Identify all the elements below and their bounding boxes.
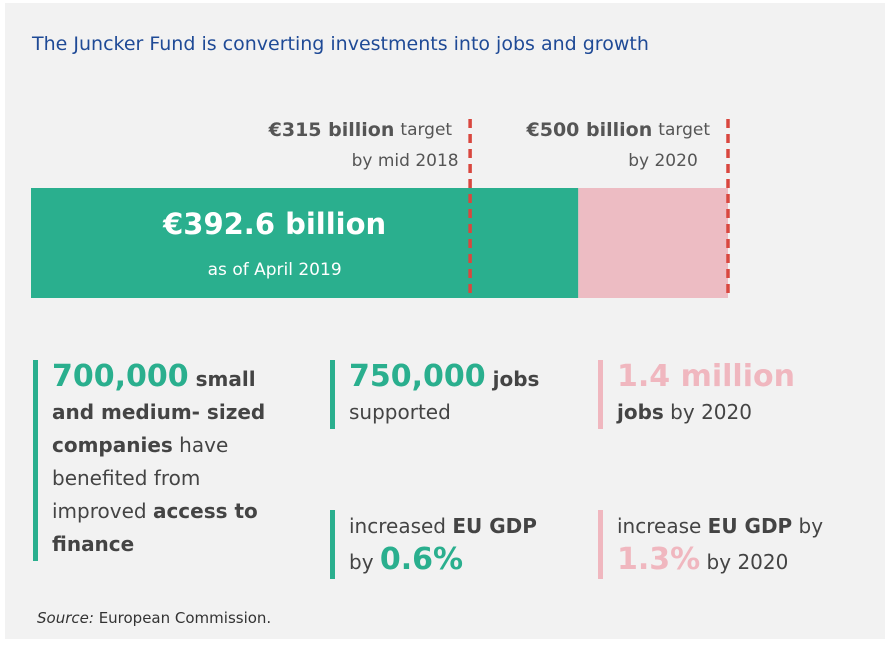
remaining-bar (578, 188, 728, 298)
stat-text: EU GDP (452, 514, 537, 538)
current-note: as of April 2019 (208, 260, 342, 280)
stat: 700,000 small and medium- sized companie… (33, 360, 292, 561)
stat: increase EU GDP by 1.3% by 2020 (598, 510, 877, 579)
stat-text: EU GDP (707, 514, 793, 538)
stat-line: jobs by 2020 (617, 396, 867, 429)
stat-text: by 2020 (700, 550, 789, 574)
progress-chart: €392.6 billion as of April 2019 €315 billi… (31, 119, 730, 298)
source-text: European Commission. (98, 609, 272, 627)
target-word: target (400, 120, 452, 140)
stat-text: 750,000 (349, 359, 486, 394)
stat-text: by 2020 (663, 400, 752, 424)
stat-line: by 0.6% (349, 543, 599, 579)
stat-text: 0.6% (379, 542, 464, 577)
stat-text: 700,000 (52, 359, 189, 394)
target-note: by 2020 (628, 151, 698, 171)
stat-line: 700,000 small and medium- sized companie… (52, 360, 292, 561)
stat-line: 1.3% by 2020 (617, 543, 877, 579)
stat: 1.4 million jobs by 2020 (598, 360, 867, 429)
target-word: target (658, 120, 710, 140)
stat-line: 750,000 jobs (349, 360, 599, 396)
stat-line: increase EU GDP by (617, 510, 877, 543)
target-value: €500 billion (526, 119, 653, 141)
current-label: €392.6 billion (162, 207, 386, 241)
target-value: €315 billion (268, 119, 395, 141)
stat-line: increased EU GDP (349, 510, 599, 543)
stat-line: supported (349, 396, 599, 429)
stat-text: jobs (617, 400, 664, 424)
stat-text: 1.3% (617, 542, 701, 577)
stat-text: small and medium- sized companies (52, 367, 273, 457)
stat-text: have benefited from improved (52, 433, 235, 523)
stat-text: by (349, 550, 380, 574)
stat-text: jobs (485, 367, 540, 391)
stat-text: increased (349, 514, 453, 538)
stat-text: access to finance (52, 499, 265, 556)
target-label: €315 billion target (268, 119, 453, 141)
stat-text: by (792, 514, 824, 538)
target-label: €500 billion target (526, 119, 711, 141)
source-label: Source: (37, 609, 94, 627)
target-note: by mid 2018 (352, 151, 459, 171)
stat: 750,000 jobs supported (330, 360, 599, 429)
progress-bar (31, 188, 579, 298)
title: The Juncker Fund is converting investmen… (32, 33, 649, 55)
stat-line: 1.4 million (617, 360, 867, 396)
stat-text: supported (349, 400, 451, 424)
infographic: The Juncker Fund is converting investmen… (5, 3, 885, 639)
stat: increased EU GDP by 0.6% (330, 510, 599, 579)
stat-text: 1.4 million (617, 359, 795, 394)
stat-text: increase (617, 514, 708, 538)
source: Source: European Commission. (37, 609, 271, 627)
